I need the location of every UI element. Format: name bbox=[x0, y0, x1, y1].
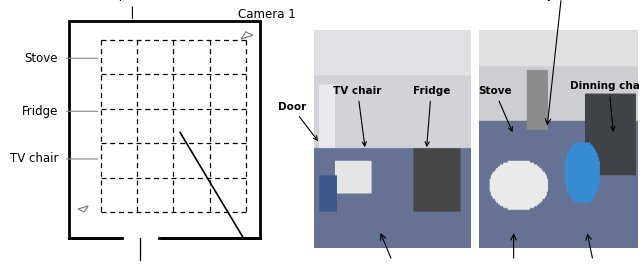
Text: Fridge: Fridge bbox=[22, 105, 58, 118]
Text: Door: Door bbox=[278, 101, 317, 140]
Text: Dinning chair: Dinning chair bbox=[570, 81, 640, 131]
Text: TV chair: TV chair bbox=[10, 152, 58, 166]
Text: Camera 1: Camera 1 bbox=[238, 8, 296, 21]
Text: Cupboard: Cupboard bbox=[104, 0, 161, 1]
Text: Cupboard: Cupboard bbox=[532, 0, 589, 1]
Text: TV chair: TV chair bbox=[333, 86, 381, 146]
Text: Stove: Stove bbox=[478, 86, 512, 131]
Text: Stove: Stove bbox=[25, 52, 58, 65]
Bar bbox=[69, 21, 260, 238]
Text: Fridge: Fridge bbox=[413, 86, 450, 146]
